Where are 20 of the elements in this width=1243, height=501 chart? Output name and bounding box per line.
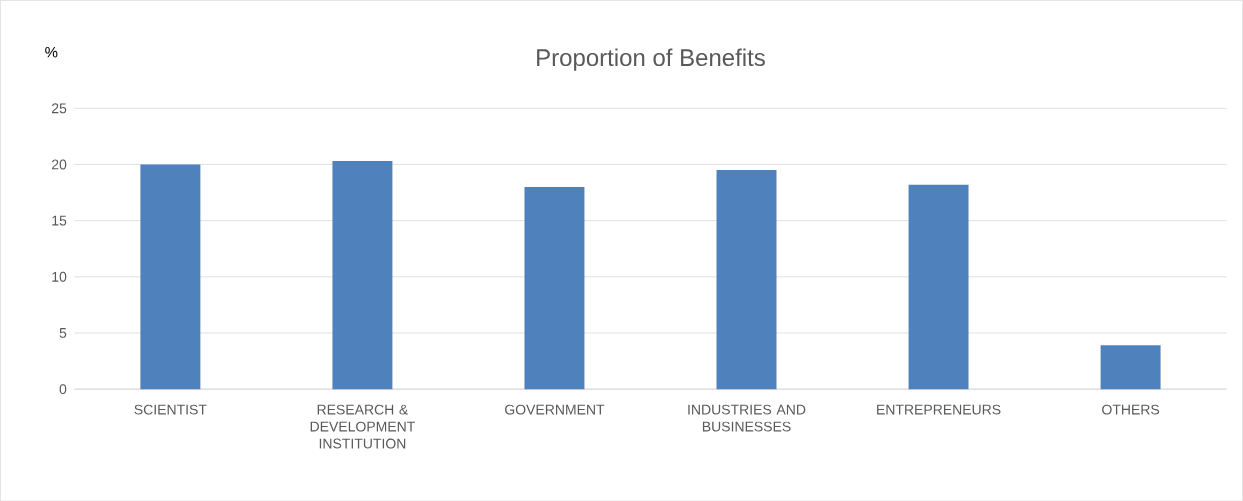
y-tick-label: 10	[52, 271, 67, 282]
y-tick-label: 0	[59, 383, 67, 394]
bar	[140, 164, 201, 389]
bar	[332, 160, 393, 389]
x-tick-label: OTHERS	[1102, 404, 1160, 415]
bar	[908, 184, 969, 389]
x-tick-label: ENTREPRENEURS	[877, 404, 1001, 415]
x-tick-label: SCIENTIST	[134, 404, 207, 415]
y-axis-title: %	[45, 46, 58, 58]
bar	[524, 186, 585, 389]
x-tick-label: RESEARCH & DEVELOPMENT INSTITUTION	[310, 404, 415, 449]
x-tick-label: GOVERNMENT	[505, 404, 605, 415]
bar	[716, 169, 777, 389]
y-tick-label: 20	[51, 159, 67, 170]
y-tick-label: 15	[52, 215, 67, 226]
x-tick-label: INDUSTRIES AND BUSINESSES	[688, 404, 806, 432]
y-tick-label: 25	[51, 103, 67, 114]
chart-title: Proportion of Benefits	[537, 48, 765, 71]
bar	[1100, 345, 1161, 389]
y-tick-label: 5	[59, 327, 67, 338]
